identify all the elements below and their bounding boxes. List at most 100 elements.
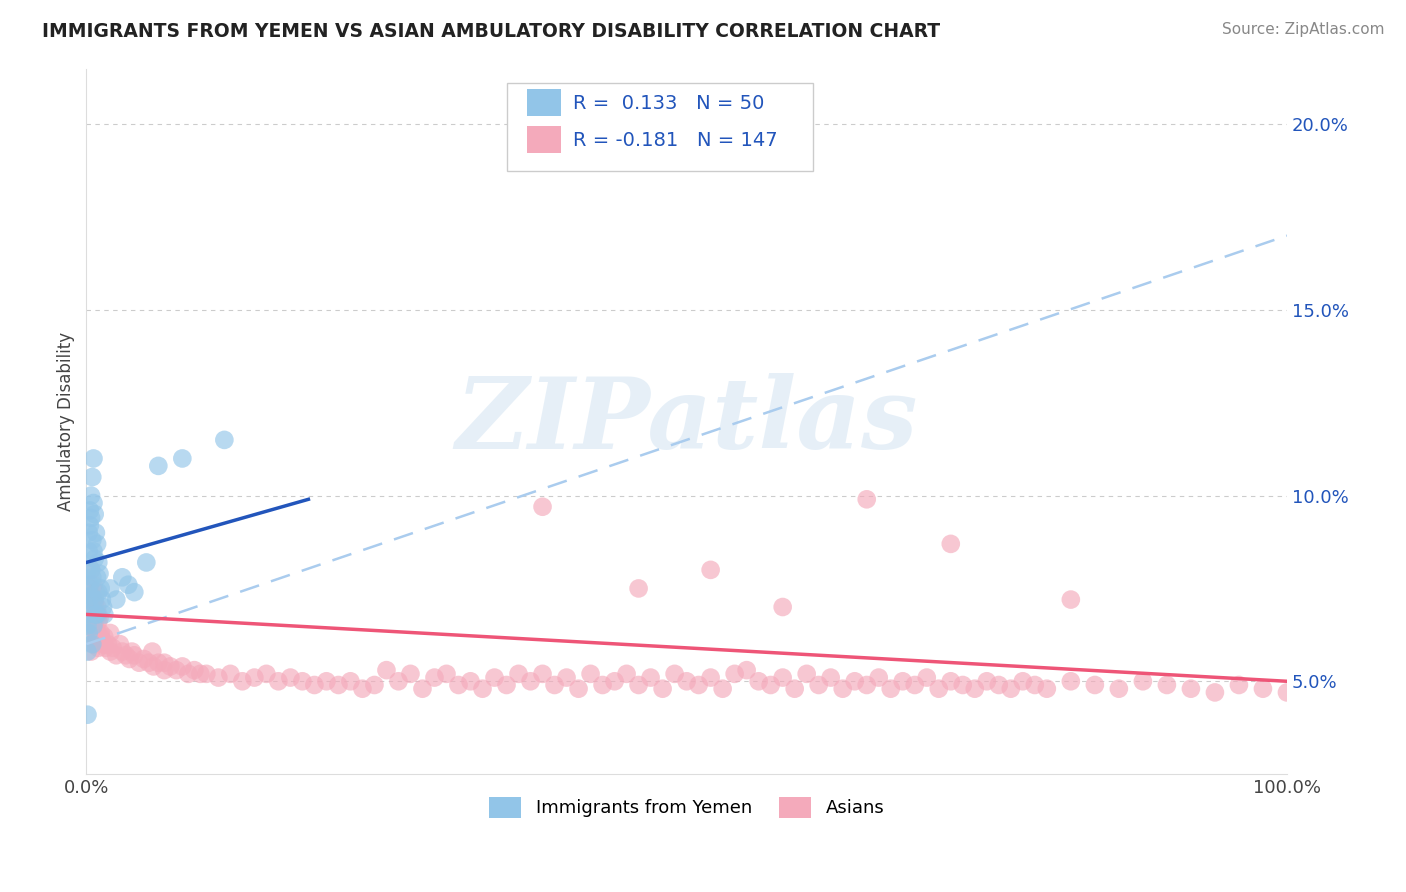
Point (165, 663, 187, 677)
Point (675, 674, 697, 689)
Point (82, 607, 104, 622)
Point (141, 644, 163, 658)
Point (447, 678, 470, 692)
Point (214, 433, 236, 447)
Point (519, 674, 541, 689)
Point (928, 681, 950, 696)
Point (423, 671, 446, 685)
Point (90, 633, 112, 648)
Point (86, 630, 108, 644)
Point (83, 551, 105, 566)
Point (280, 671, 302, 685)
Point (1108, 681, 1130, 696)
Point (90, 630, 112, 644)
Point (80, 644, 103, 658)
Point (531, 666, 554, 681)
Point (121, 644, 143, 658)
Point (80, 489, 103, 503)
Point (531, 500, 554, 514)
Point (83, 592, 105, 607)
Point (82, 570, 104, 584)
Point (627, 678, 650, 692)
Point (84, 525, 107, 540)
Point (142, 659, 165, 673)
Point (375, 663, 398, 677)
Point (254, 666, 277, 681)
Point (460, 674, 482, 689)
Point (80, 600, 103, 615)
Point (77, 544, 100, 558)
Point (82, 470, 104, 484)
Point (86, 570, 108, 584)
Point (267, 674, 290, 689)
Point (84, 607, 107, 622)
Point (172, 451, 194, 466)
Point (118, 652, 141, 666)
Point (868, 671, 890, 685)
Point (124, 648, 146, 663)
Point (98, 644, 121, 658)
Point (177, 666, 200, 681)
Point (772, 671, 794, 685)
Point (592, 678, 614, 692)
Point (328, 678, 350, 692)
Point (939, 674, 962, 689)
Text: ZIPatlas: ZIPatlas (456, 373, 918, 469)
Point (79, 618, 101, 632)
Point (471, 681, 494, 696)
Point (91, 600, 114, 615)
Point (1084, 678, 1107, 692)
Point (93, 607, 115, 622)
Point (82, 451, 104, 466)
Point (82, 589, 104, 603)
Point (111, 644, 134, 658)
Point (79, 600, 101, 615)
Point (603, 674, 626, 689)
Point (1180, 681, 1202, 696)
Point (83, 596, 105, 610)
Point (952, 678, 974, 692)
Point (124, 585, 146, 599)
Point (844, 674, 866, 689)
Point (699, 671, 721, 685)
Point (699, 563, 721, 577)
Point (82, 544, 104, 558)
Point (183, 663, 205, 677)
Point (1227, 678, 1250, 692)
Point (915, 671, 938, 685)
Point (724, 666, 747, 681)
Point (128, 656, 150, 670)
Point (80, 589, 103, 603)
Point (87, 640, 110, 655)
Point (976, 674, 998, 689)
Point (363, 678, 385, 692)
Point (543, 678, 565, 692)
Point (1132, 674, 1154, 689)
Point (939, 537, 962, 551)
Point (94, 640, 117, 655)
Point (76, 618, 98, 632)
Point (76, 707, 98, 722)
Point (399, 666, 422, 681)
Point (748, 674, 770, 689)
Point (855, 492, 877, 507)
Point (627, 582, 650, 596)
Point (77, 607, 100, 622)
Point (93, 630, 115, 644)
Point (148, 458, 170, 473)
Point (1275, 685, 1298, 699)
Point (80, 511, 103, 525)
Point (807, 678, 830, 692)
Point (97, 637, 120, 651)
Point (759, 678, 782, 692)
Point (90, 592, 112, 607)
Point (86, 537, 108, 551)
Point (796, 666, 818, 681)
Point (135, 556, 157, 570)
Point (82, 637, 104, 651)
Point (98, 626, 121, 640)
Point (93, 637, 115, 651)
Point (153, 663, 176, 677)
Point (83, 633, 105, 648)
Point (132, 652, 155, 666)
